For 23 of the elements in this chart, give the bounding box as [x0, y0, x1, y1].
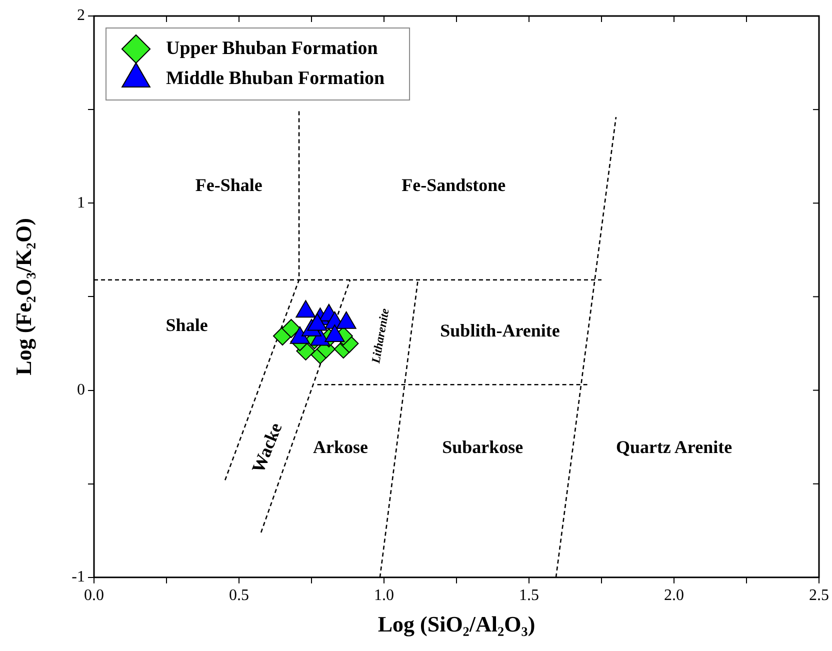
x-tick-label: 2.0: [664, 587, 684, 604]
annotation: Fe-Shale: [195, 174, 262, 195]
x-axis-title: Log (SiO₂/Al₂O₃): [378, 611, 536, 636]
annotation: Arkose: [313, 436, 368, 457]
y-axis-title: Log (Fe₂O₃/K₂O): [10, 218, 36, 376]
x-tick-label: 2.5: [809, 587, 829, 604]
annotation: Litharenite: [368, 306, 392, 366]
annotation: Wacke: [248, 420, 286, 476]
legend-label: Upper Bhuban Formation: [166, 38, 378, 59]
legend-label: Middle Bhuban Formation: [166, 68, 385, 89]
x-tick-label: 1.5: [519, 587, 539, 604]
annotation: Subarkose: [442, 436, 524, 457]
annotation: Fe-Sandstone: [402, 174, 506, 195]
annotation: Quartz Arenite: [616, 436, 732, 457]
y-tick-label: -1: [72, 568, 85, 586]
y-tick-label: 0: [77, 381, 85, 398]
x-tick-label: 0.5: [229, 587, 249, 604]
annotation: Shale: [166, 315, 208, 336]
annotation: Sublith-Arenite: [440, 320, 560, 341]
x-tick-label: 0.0: [84, 587, 104, 604]
y-tick-label: 2: [77, 7, 85, 24]
y-tick-label: 1: [77, 194, 85, 212]
x-tick-label: 1.0: [374, 587, 394, 604]
